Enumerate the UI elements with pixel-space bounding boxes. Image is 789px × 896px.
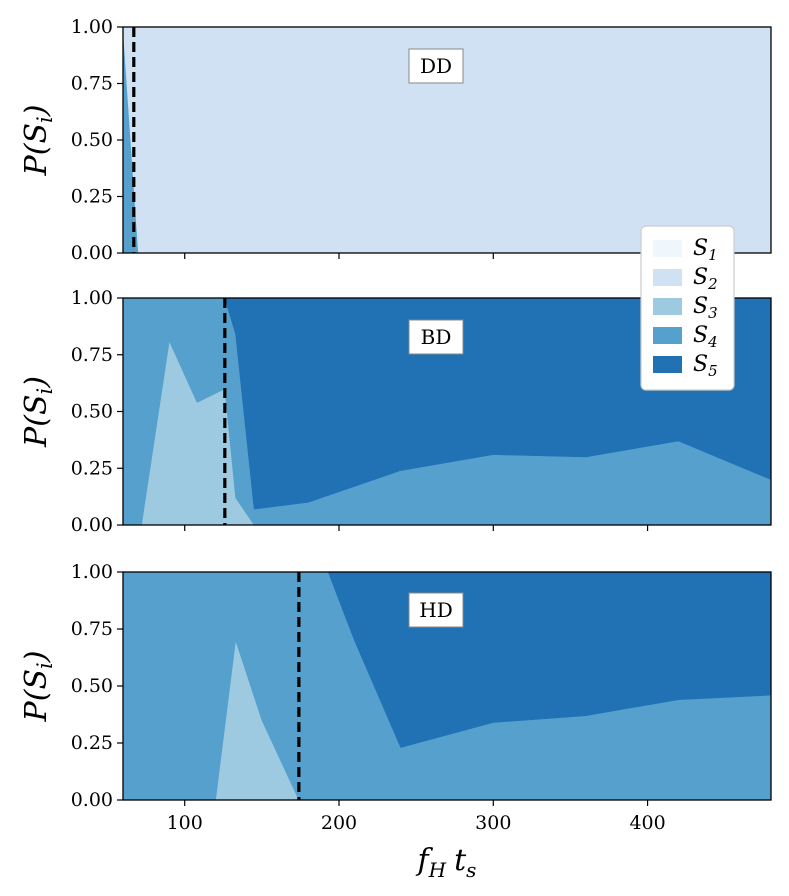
legend-swatch: [653, 240, 682, 257]
panel-label-box: [408, 592, 464, 628]
x-tick-label: 100: [167, 812, 203, 834]
y-tick-label: 0.00: [71, 242, 113, 264]
y-tick-label: 0.25: [71, 186, 113, 208]
legend-frame: [640, 225, 735, 391]
area-s5: [123, 572, 771, 748]
y-tick-label: 0.50: [71, 401, 113, 423]
legend-item: S4: [653, 323, 718, 351]
area-s5: [123, 298, 771, 510]
panel-label-box: [408, 319, 464, 355]
panel-label: BD: [421, 325, 452, 349]
panel-label-box: [408, 48, 464, 84]
y-tick-label: 0.00: [71, 789, 113, 811]
panel-hd: 0.00 0.25 0.50 0.75 1.00 100 200 300 400 P(Si) HD: [19, 561, 772, 834]
y-tick-label: 0.50: [71, 675, 113, 697]
y-tick-label: 0.00: [71, 514, 113, 536]
x-tick-label: 400: [629, 812, 665, 834]
y-axis-title: P(Si): [19, 376, 57, 448]
plot-area: [123, 298, 771, 525]
y-tick-label: 1.00: [71, 561, 113, 583]
y-tick-label: 1.00: [71, 16, 113, 38]
y-tick-label: 0.75: [71, 618, 113, 640]
area-s4: [123, 572, 771, 800]
legend-swatch: [653, 298, 682, 315]
panel-bd: 0.00 0.25 0.50 0.75 1.00 P(Si) BD: [19, 287, 772, 536]
y-axis-title: P(Si): [19, 105, 57, 177]
panel-label: DD: [420, 54, 452, 78]
y-tick-label: 1.00: [71, 287, 113, 309]
y-tick-label: 0.75: [71, 73, 113, 95]
legend-label: S5: [693, 352, 718, 380]
legend-item: S1: [653, 236, 718, 264]
x-tick-label: 200: [321, 812, 357, 834]
area-s3: [123, 640, 771, 800]
plot-area: [123, 27, 771, 253]
x-axis-title: fH ts: [416, 843, 477, 882]
y-axis-title: P(Si): [19, 651, 57, 723]
x-tick-label: 300: [475, 812, 511, 834]
panels: 0.000.250.500.751.00P(Si)DD0.000.250.500…: [19, 16, 772, 834]
y-tick-label: 0.50: [71, 129, 113, 151]
legend-item: S5: [653, 352, 718, 380]
panel-label: HD: [419, 598, 452, 622]
y-tick-label: 0.75: [71, 344, 113, 366]
legend-swatch: [653, 356, 682, 373]
panel-dd: 0.00 0.25 0.50 0.75 1.00 P(Si) DD: [19, 16, 772, 264]
plot-area: [123, 572, 771, 800]
legend-swatch: [653, 327, 682, 344]
area-s2: [123, 27, 771, 253]
y-tick-label: 0.25: [71, 732, 113, 754]
y-tick-label: 0.25: [71, 457, 113, 479]
legend-swatch: [653, 269, 682, 286]
